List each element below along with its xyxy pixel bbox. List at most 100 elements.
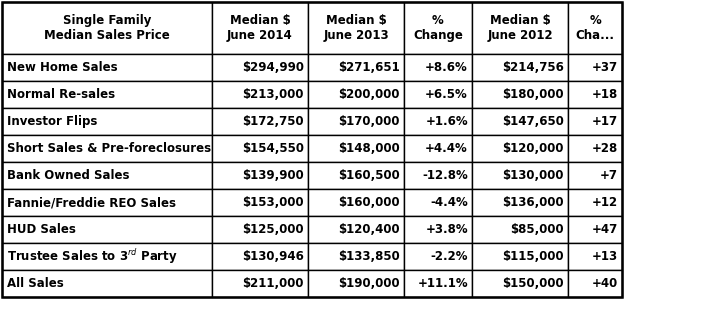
Bar <box>2 162 212 189</box>
Bar <box>2 81 212 108</box>
Bar <box>472 108 568 135</box>
Text: $180,000: $180,000 <box>503 88 564 101</box>
Text: +6.5%: +6.5% <box>426 88 468 101</box>
Bar <box>472 81 568 108</box>
Bar <box>2 135 212 162</box>
Text: %
Change: % Change <box>413 14 463 42</box>
Bar <box>212 243 308 270</box>
Text: +18: +18 <box>592 88 618 101</box>
Bar <box>212 54 308 81</box>
Bar <box>308 2 404 54</box>
Bar <box>212 162 308 189</box>
Text: $294,990: $294,990 <box>242 61 304 74</box>
Text: $200,000: $200,000 <box>338 88 400 101</box>
Text: -12.8%: -12.8% <box>422 169 468 182</box>
Text: $160,500: $160,500 <box>338 169 400 182</box>
Text: Trustee Sales to 3$^{rd}$ Party: Trustee Sales to 3$^{rd}$ Party <box>7 247 178 266</box>
Text: $214,756: $214,756 <box>502 61 564 74</box>
Bar <box>472 2 568 54</box>
Text: +11.1%: +11.1% <box>418 277 468 290</box>
Text: $190,000: $190,000 <box>338 277 400 290</box>
Bar <box>2 270 212 297</box>
Text: $133,850: $133,850 <box>338 250 400 263</box>
Bar <box>308 81 404 108</box>
Bar <box>308 243 404 270</box>
Bar <box>404 81 472 108</box>
Bar <box>404 2 472 54</box>
Bar <box>472 270 568 297</box>
Text: $148,000: $148,000 <box>338 142 400 155</box>
Bar <box>2 216 212 243</box>
Bar <box>308 135 404 162</box>
Bar <box>568 54 622 81</box>
Text: $130,000: $130,000 <box>503 169 564 182</box>
Text: $120,000: $120,000 <box>503 142 564 155</box>
Bar <box>212 108 308 135</box>
Text: $150,000: $150,000 <box>503 277 564 290</box>
Text: $85,000: $85,000 <box>510 223 564 236</box>
Bar <box>212 135 308 162</box>
Text: $130,946: $130,946 <box>242 250 304 263</box>
Bar <box>2 243 212 270</box>
Text: +13: +13 <box>592 250 618 263</box>
Text: $120,400: $120,400 <box>338 223 400 236</box>
Bar <box>472 54 568 81</box>
Text: Median $
June 2012: Median $ June 2012 <box>487 14 553 42</box>
Bar <box>404 162 472 189</box>
Bar <box>404 54 472 81</box>
Bar <box>2 2 622 297</box>
Text: Short Sales & Pre-foreclosures: Short Sales & Pre-foreclosures <box>7 142 211 155</box>
Bar <box>404 108 472 135</box>
Bar <box>404 189 472 216</box>
Text: Investor Flips: Investor Flips <box>7 115 97 128</box>
Bar <box>568 108 622 135</box>
Bar <box>2 189 212 216</box>
Text: $170,000: $170,000 <box>338 115 400 128</box>
Text: +3.8%: +3.8% <box>426 223 468 236</box>
Text: $153,000: $153,000 <box>243 196 304 209</box>
Text: +1.6%: +1.6% <box>426 115 468 128</box>
Bar <box>308 54 404 81</box>
Bar <box>568 270 622 297</box>
Bar <box>404 270 472 297</box>
Text: +40: +40 <box>592 277 618 290</box>
Bar <box>212 2 308 54</box>
Bar <box>212 270 308 297</box>
Text: $213,000: $213,000 <box>243 88 304 101</box>
Text: HUD Sales: HUD Sales <box>7 223 76 236</box>
Text: $147,650: $147,650 <box>502 115 564 128</box>
Text: $139,900: $139,900 <box>242 169 304 182</box>
Text: $125,000: $125,000 <box>243 223 304 236</box>
Bar <box>568 2 622 54</box>
Text: $154,550: $154,550 <box>242 142 304 155</box>
Bar <box>308 108 404 135</box>
Bar <box>568 162 622 189</box>
Bar <box>308 270 404 297</box>
Text: New Home Sales: New Home Sales <box>7 61 117 74</box>
Bar <box>308 216 404 243</box>
Text: +28: +28 <box>592 142 618 155</box>
Bar <box>212 81 308 108</box>
Bar <box>2 2 212 54</box>
Text: Median $
June 2013: Median $ June 2013 <box>323 14 389 42</box>
Text: $211,000: $211,000 <box>243 277 304 290</box>
Bar <box>472 216 568 243</box>
Bar <box>2 108 212 135</box>
Text: Bank Owned Sales: Bank Owned Sales <box>7 169 130 182</box>
Text: +4.4%: +4.4% <box>426 142 468 155</box>
Text: Single Family
Median Sales Price: Single Family Median Sales Price <box>44 14 170 42</box>
Text: Normal Re-sales: Normal Re-sales <box>7 88 115 101</box>
Bar <box>472 162 568 189</box>
Bar <box>2 54 212 81</box>
Text: %
Cha...: % Cha... <box>575 14 614 42</box>
Text: +12: +12 <box>592 196 618 209</box>
Text: +7: +7 <box>600 169 618 182</box>
Text: $172,750: $172,750 <box>243 115 304 128</box>
Text: -2.2%: -2.2% <box>431 250 468 263</box>
Bar <box>568 216 622 243</box>
Bar <box>568 81 622 108</box>
Text: +8.6%: +8.6% <box>426 61 468 74</box>
Bar <box>568 135 622 162</box>
Text: -4.4%: -4.4% <box>431 196 468 209</box>
Bar <box>404 243 472 270</box>
